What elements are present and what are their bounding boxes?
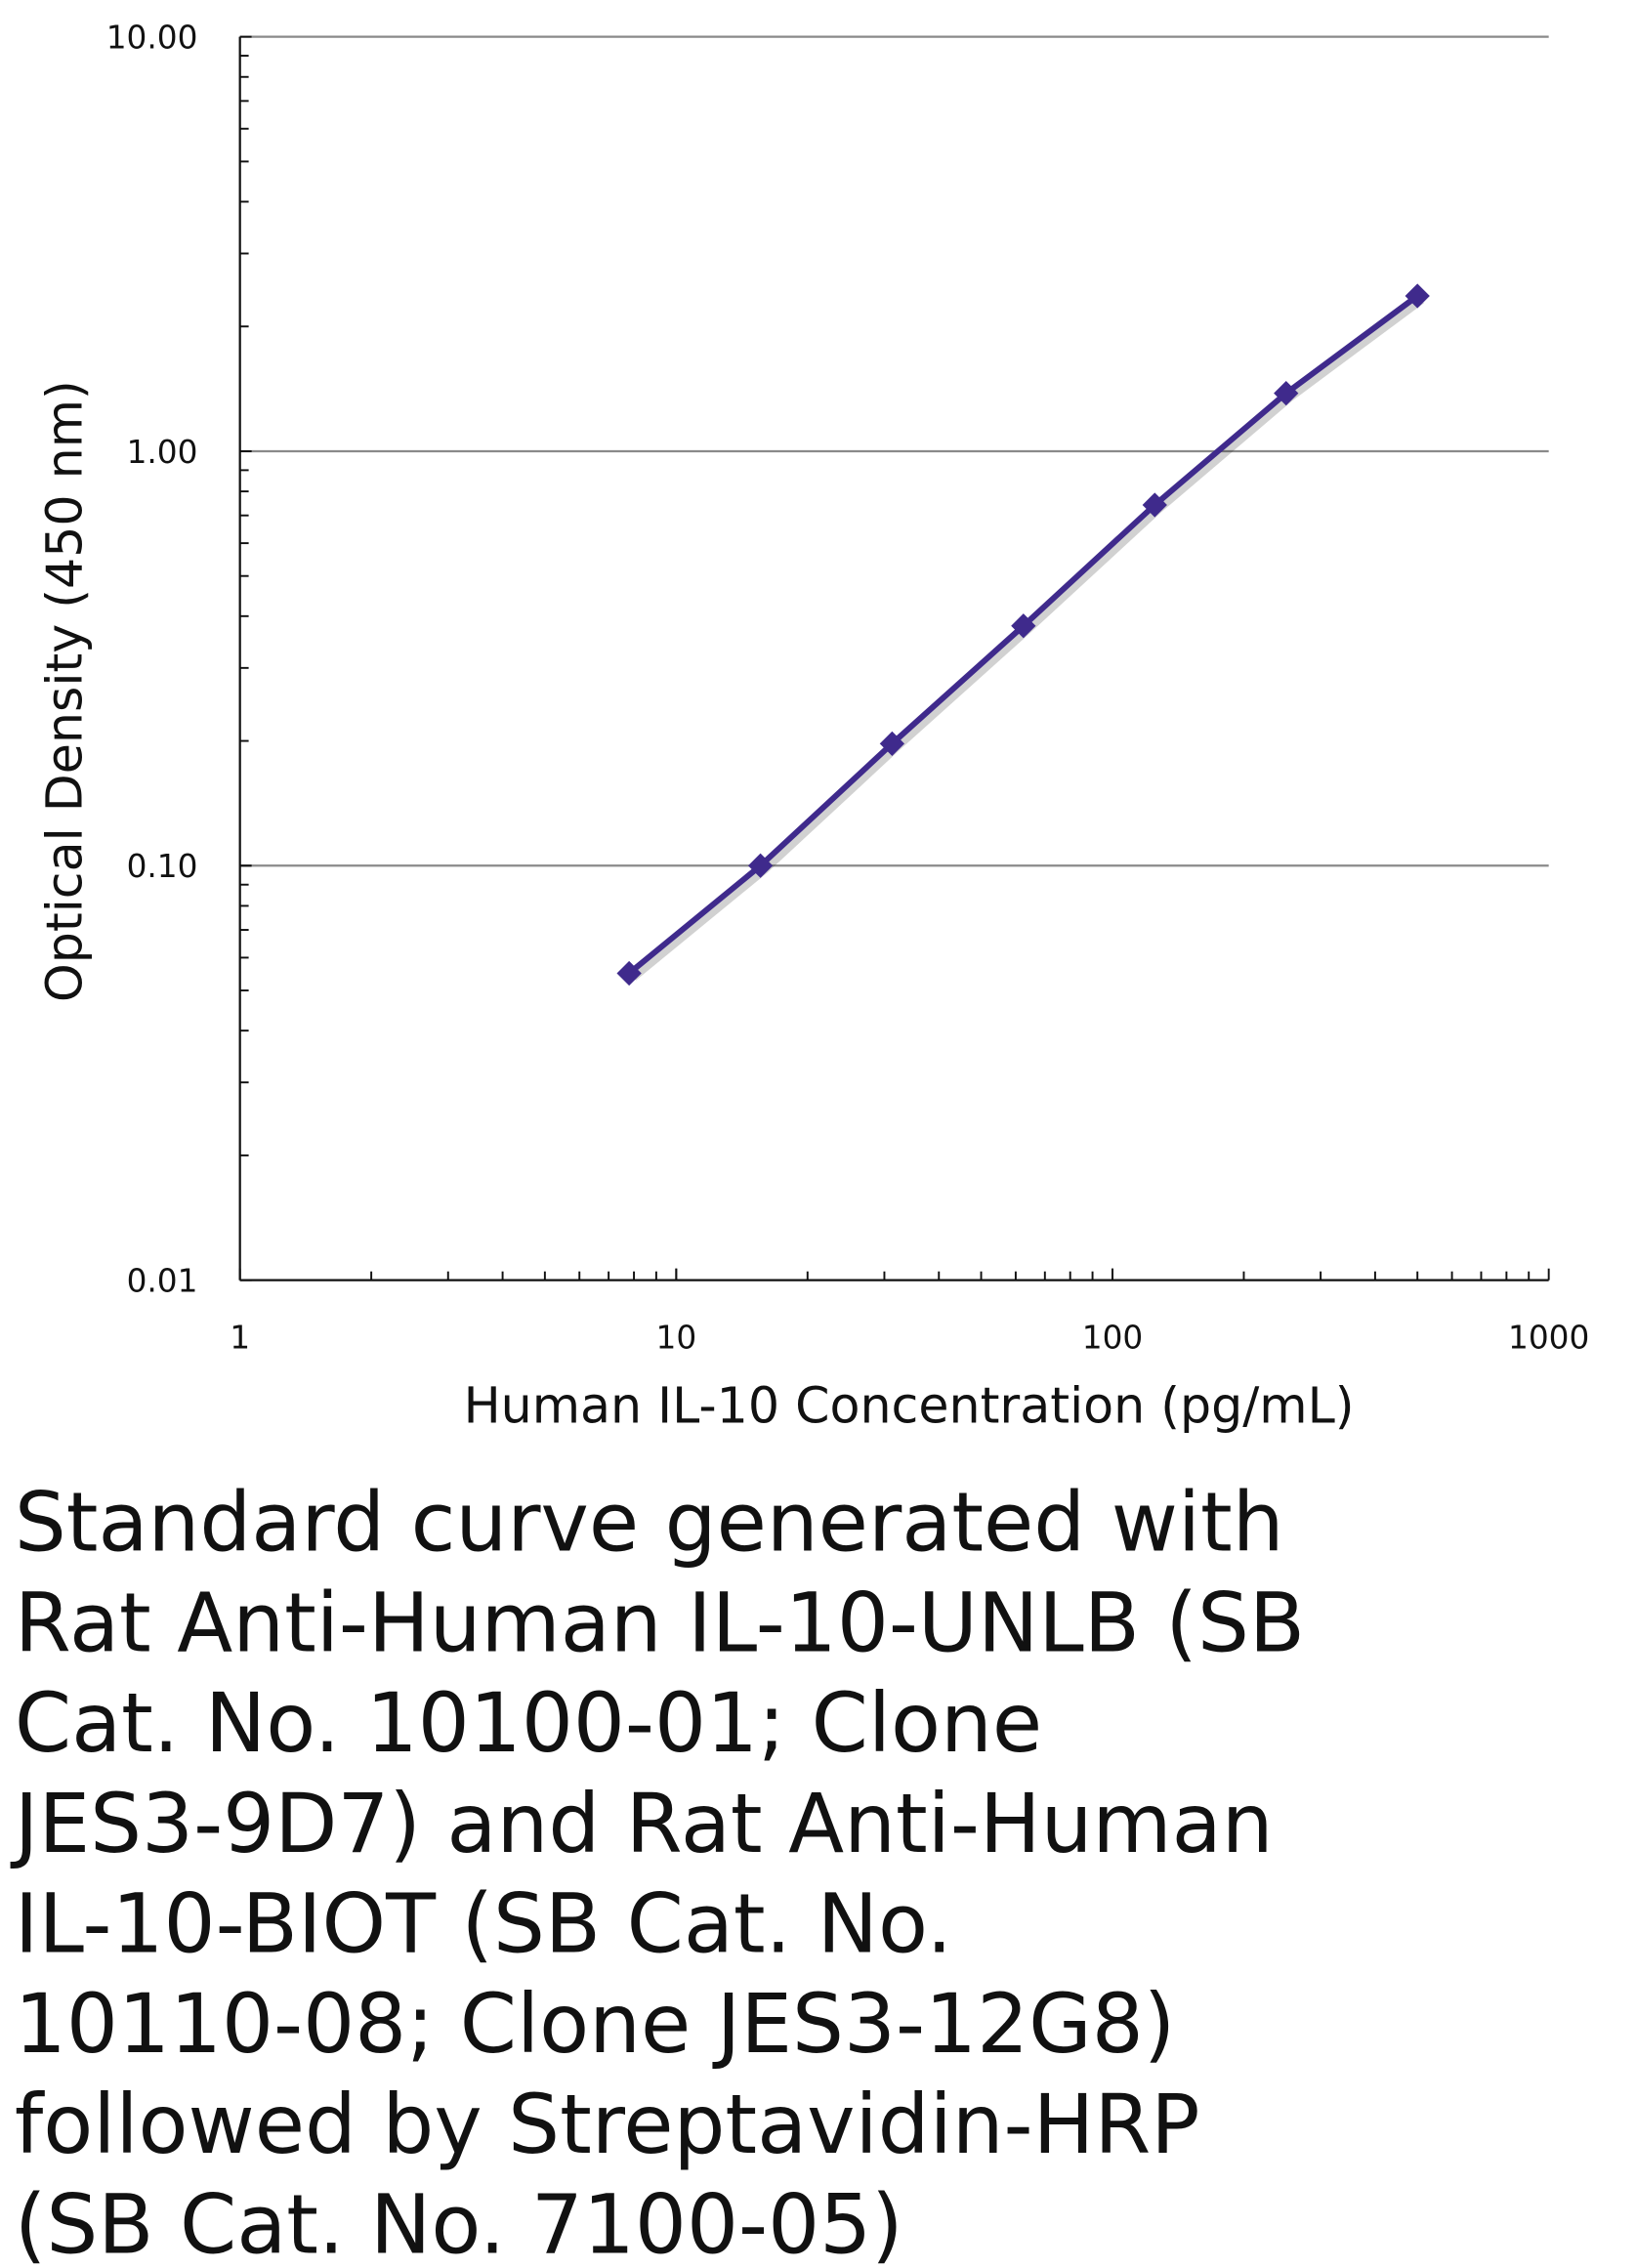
caption-line: JES3-9D7) and Rat Anti-Human bbox=[10, 1777, 1274, 1871]
y-tick-label: 0.10 bbox=[127, 848, 198, 885]
caption-line: followed by Streptavidin-HRP bbox=[15, 2078, 1200, 2172]
y-tick-label: 10.00 bbox=[106, 20, 198, 57]
caption-line: Standard curve generated with bbox=[15, 1476, 1284, 1571]
x-tick-label: 1 bbox=[230, 1320, 250, 1357]
axes bbox=[238, 35, 1550, 1281]
data-point-marker bbox=[1142, 492, 1167, 518]
x-tick-label: 100 bbox=[1082, 1320, 1144, 1357]
gridlines bbox=[239, 35, 1549, 867]
caption-line: 10110-08; Clone JES3-12G8) bbox=[15, 1977, 1175, 2072]
y-tick-label: 1.00 bbox=[127, 434, 198, 471]
data-point-marker bbox=[879, 731, 904, 756]
x-tick-labels: 1 10 100 1000 bbox=[230, 1320, 1589, 1357]
caption-line: IL-10-BIOT (SB Cat. No. bbox=[15, 1877, 952, 1972]
caption: Standard curve generated with Rat Anti-H… bbox=[10, 1476, 1305, 2268]
x-tick-label: 1000 bbox=[1508, 1320, 1589, 1357]
y-tick-label: 0.01 bbox=[127, 1263, 198, 1300]
caption-line: Cat. No. 10100-01; Clone bbox=[15, 1676, 1042, 1771]
caption-line: Rat Anti-Human IL-10-UNLB (SB bbox=[15, 1575, 1305, 1670]
y-tick-labels: 0.01 0.10 1.00 10.00 bbox=[106, 20, 198, 1300]
series-standard-curve bbox=[616, 283, 1430, 987]
y-axis-title: Optical Density (450 nm) bbox=[35, 380, 93, 1002]
x-tick-label: 10 bbox=[655, 1320, 696, 1357]
caption-line: (SB Cat. No. 7100-05) bbox=[15, 2178, 903, 2268]
x-axis-title: Human IL-10 Concentration (pg/mL) bbox=[464, 1377, 1355, 1435]
